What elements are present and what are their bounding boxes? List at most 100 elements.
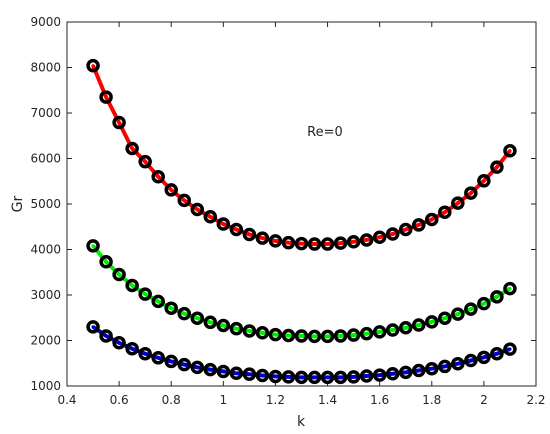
data-point-center [104,334,108,338]
data-point [190,360,205,375]
data-point-center [482,302,486,306]
data-point-center [299,334,304,338]
data-point [398,321,413,335]
data-point [112,336,126,350]
data-point-center [169,359,173,364]
y-tick-label: 6000 [30,152,61,166]
data-point-center [156,356,160,360]
data-point-center [273,374,278,379]
data-point [255,368,270,383]
data-point [242,367,257,381]
data-point-center [182,198,186,202]
data-point-center [299,375,304,379]
data-point [503,342,517,356]
annotation-re: Re=0 [307,125,343,140]
data-point [333,329,348,343]
data-point [477,174,491,188]
data-point [385,323,400,337]
data-point-center [208,215,212,219]
data-point [190,202,205,217]
data-point [255,326,270,340]
data-point-center [104,260,108,264]
data-point [320,329,335,344]
data-point [99,90,113,104]
data-point [372,230,387,244]
data-point-center [338,241,343,245]
data-point-center [195,316,199,320]
series-layer [86,58,517,385]
data-point-center [234,227,238,232]
y-tick-label: 9000 [30,15,61,29]
data-point [451,307,465,321]
data-point-center [260,373,265,378]
data-point [177,193,191,208]
data-point-center [208,368,212,372]
data-point [464,302,478,316]
data-point-center [234,371,238,375]
data-point [320,370,335,385]
data-point-center [195,207,199,212]
data-point [307,237,322,251]
data-point [229,222,244,237]
data-point [307,329,322,344]
data-point [464,186,478,200]
series-3 [86,320,517,385]
data-point-center [117,272,121,277]
data-point-center [130,283,134,288]
data-point-center [208,320,212,324]
data-point [359,233,374,247]
data-point [203,315,218,330]
data-point-center [169,188,173,192]
data-point [490,346,504,361]
data-point [125,141,139,156]
data-point-center [482,355,486,359]
data-point-center [221,323,225,328]
data-point-center [286,333,291,338]
data-point [281,328,296,343]
data-point [268,234,283,248]
data-point [112,115,126,130]
data-point [138,287,152,301]
x-tick-label: 2 [480,393,488,407]
data-point [359,369,374,383]
y-tick-label: 2000 [30,334,61,348]
y-axis-label: Gr [10,195,26,212]
data-point [125,278,139,293]
data-point [86,58,100,73]
data-point-center [495,352,499,356]
data-point [346,235,361,249]
data-point-center [417,223,421,227]
data-point [164,301,178,315]
data-point-center [286,375,291,379]
data-point [164,354,178,369]
data-point-center [247,232,251,237]
data-point-center [104,95,108,99]
data-point-center [508,347,512,351]
data-point [385,227,400,241]
data-point [112,267,126,282]
data-point-center [247,372,251,376]
data-point [503,281,517,296]
data-point [151,294,165,309]
data-point [177,357,191,372]
data-point-center [482,179,486,183]
data-point [425,315,439,329]
y-axis: 1000 2000 3000 4000 5000 6000 7000 8000 9000 [30,15,536,393]
data-point-center [130,146,134,151]
data-point [99,329,113,343]
y-tick-label: 4000 [30,243,61,257]
data-point-center [391,372,395,376]
data-point-center [456,362,460,366]
data-point-center [91,325,95,329]
y-tick-label: 7000 [30,106,61,120]
data-point [268,327,283,342]
x-tick-label: 1.4 [318,393,337,407]
x-tick-label: 0.8 [162,393,181,407]
data-point-center [404,326,408,330]
data-point-center [391,232,395,236]
data-point-center [417,323,421,327]
data-point-center [443,316,447,320]
data-point [477,296,491,311]
data-point [372,325,387,339]
